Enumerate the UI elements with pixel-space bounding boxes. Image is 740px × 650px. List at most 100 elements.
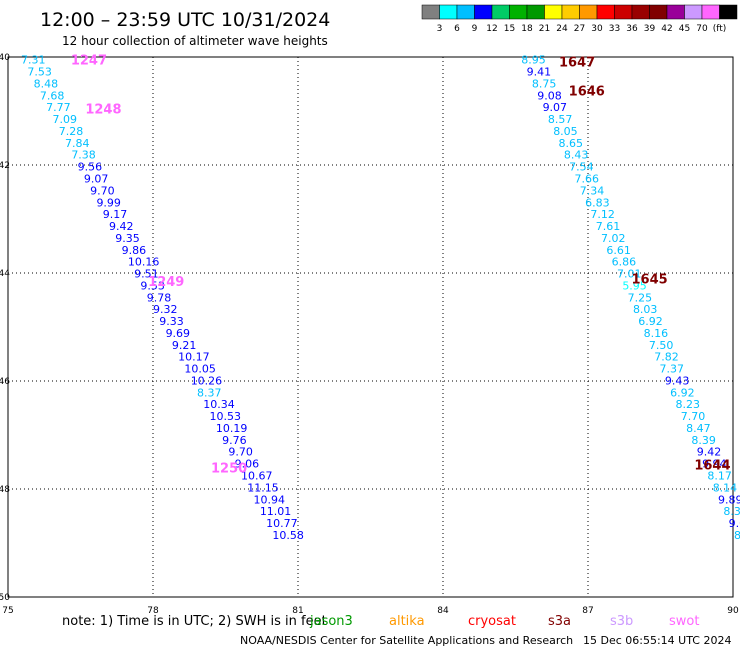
- y-tick-label: -42: [0, 161, 10, 171]
- colorbar-swatch: [526, 4, 545, 20]
- colorbar-swatch: [474, 4, 493, 20]
- colorbar-swatch: [649, 4, 668, 20]
- satellite-legend: jason3 altika cryosat s3a s3b swot: [309, 614, 699, 629]
- data-point-swot: 7.09: [52, 113, 77, 126]
- data-points: 7.317.538.487.687.777.097.287.847.389.56…: [21, 54, 740, 554]
- satellite-jason3: jason3: [309, 614, 353, 629]
- pass-label-s3a: 1644: [694, 459, 730, 474]
- data-point-swot: 10.53: [210, 410, 242, 423]
- colorbar-label: 39: [644, 24, 656, 34]
- data-point-s3a: 8.43: [564, 149, 589, 162]
- data-point-s3a: 6.61: [606, 244, 631, 257]
- pass-labels: 1247 1248 1249 1250 1647 1646 1645 1644: [71, 54, 731, 477]
- x-tick-label: 87: [582, 606, 593, 616]
- footer-note: note: 1) Time is in UTC; 2) SWH is in fe…: [62, 614, 327, 629]
- data-point-s3a: 9.07: [543, 101, 568, 114]
- colorbar-swatch: [666, 4, 685, 20]
- data-point-swot: 9.32: [153, 303, 178, 316]
- data-point-s3a: 8.64: [734, 529, 740, 542]
- data-point-swot: 9.51: [134, 268, 159, 281]
- data-point-s3a: 7.61: [596, 220, 621, 233]
- data-point-s3a: 8.03: [633, 303, 658, 316]
- data-point-s3a: 8.05: [553, 125, 578, 138]
- data-point-swot: 7.38: [71, 149, 96, 162]
- x-tick-label: 78: [147, 606, 159, 616]
- data-point-s3a: 6.92: [638, 315, 663, 328]
- data-point-swot: 10.94: [254, 493, 285, 506]
- data-point-swot: 9.07: [84, 173, 109, 186]
- data-point-swot: 8.48: [34, 77, 59, 90]
- colorbar-swatch: [684, 4, 703, 20]
- colorbar-swatch: [421, 4, 440, 20]
- chart-subtitle: 12 hour collection of altimeter wave hei…: [62, 34, 328, 48]
- colorbar-swatch: [561, 4, 580, 20]
- data-point-swot: 9.76: [222, 434, 247, 447]
- y-tick-label: -50: [0, 593, 10, 603]
- colorbar-swatch: [544, 4, 563, 20]
- data-point-s3a: 8.57: [548, 113, 573, 126]
- colorbar-label: 33: [609, 24, 620, 34]
- colorbar-label: 15: [504, 24, 515, 34]
- pass-label-s3a: 1646: [569, 84, 605, 99]
- data-point-swot: 10.67: [241, 470, 273, 483]
- data-point-swot: 10.05: [184, 363, 216, 376]
- colorbar-label: 36: [626, 24, 638, 34]
- colorbar-label: 24: [556, 24, 568, 34]
- data-point-swot: 10.16: [128, 256, 160, 269]
- colorbar-label: 12: [486, 24, 497, 34]
- data-point-swot: 9.33: [159, 315, 184, 328]
- satellite-swot: swot: [669, 614, 699, 629]
- x-tick-label: 75: [2, 606, 13, 616]
- pass-label-swot: 1249: [148, 275, 184, 290]
- colorbar-label: (ft): [713, 24, 727, 34]
- data-point-swot: 7.28: [59, 125, 84, 138]
- data-point-swot: 9.42: [109, 220, 133, 233]
- data-point-s3a: 8.95: [521, 54, 546, 67]
- data-point-s3a: 8.47: [686, 422, 711, 435]
- colorbar-swatch: [701, 4, 720, 20]
- chart-title: 12:00 – 23:59 UTC 10/31/2024: [40, 9, 330, 31]
- data-point-swot: 9.56: [78, 161, 103, 174]
- colorbar-label: 21: [539, 24, 550, 34]
- data-point-swot: 9.35: [115, 232, 140, 245]
- data-point-s3a: 7.66: [574, 173, 599, 186]
- data-point-swot: 9.21: [172, 339, 197, 352]
- colorbar-swatch: [456, 4, 475, 20]
- colorbar-label: 27: [574, 24, 585, 34]
- data-point-s3a: 8.16: [644, 327, 669, 340]
- data-point-swot: 10.26: [191, 374, 223, 387]
- x-tick-label: 81: [292, 606, 303, 616]
- data-point-swot: 9.53: [140, 279, 165, 292]
- data-point-s3a: 8.31: [723, 505, 740, 518]
- gridlines: [8, 57, 733, 597]
- axis-ticks: 75 78 81 84 87 90 -40 -42 -44 -46 -48 -50: [0, 53, 739, 616]
- data-point-swot: 7.31: [21, 54, 46, 67]
- data-point-swot: 9.69: [166, 327, 191, 340]
- data-point-s3a: 8.23: [675, 398, 700, 411]
- data-point-s3a: 9.41: [527, 66, 552, 79]
- colorbar-swatch: [596, 4, 615, 20]
- colorbar-swatch: [719, 4, 738, 20]
- data-point-swot: 9.86: [122, 244, 147, 257]
- y-tick-label: -48: [0, 485, 10, 495]
- data-point-swot: 10.19: [216, 422, 248, 435]
- data-point-swot: 8.37: [197, 386, 222, 399]
- pass-label-s3a: 1645: [632, 272, 668, 287]
- data-point-swot: 11.01: [260, 505, 292, 518]
- data-point-s3a: 7.01: [617, 268, 642, 281]
- colorbar-label: 30: [591, 24, 603, 34]
- data-point-s3a: 7.82: [654, 351, 679, 364]
- colorbar-label: 70: [696, 24, 708, 34]
- pass-label-swot: 1247: [71, 54, 107, 69]
- data-point-s3a: 9.08: [537, 89, 562, 102]
- data-point-s3a: 7.25: [628, 291, 653, 304]
- data-point-swot: 7.84: [65, 137, 90, 150]
- data-point-swot: 9.17: [103, 208, 128, 221]
- data-point-s3a: 7.12: [590, 208, 615, 221]
- colorbar-swatch: [614, 4, 633, 20]
- pass-label-swot: 1250: [211, 461, 247, 476]
- y-tick-label: -46: [0, 377, 10, 387]
- data-point-s3a: 7.70: [681, 410, 706, 423]
- colorbar-legend: 3 6 9 12 15 18 21 24 27 30 33 36 39 42 45 70 (ft): [421, 4, 738, 34]
